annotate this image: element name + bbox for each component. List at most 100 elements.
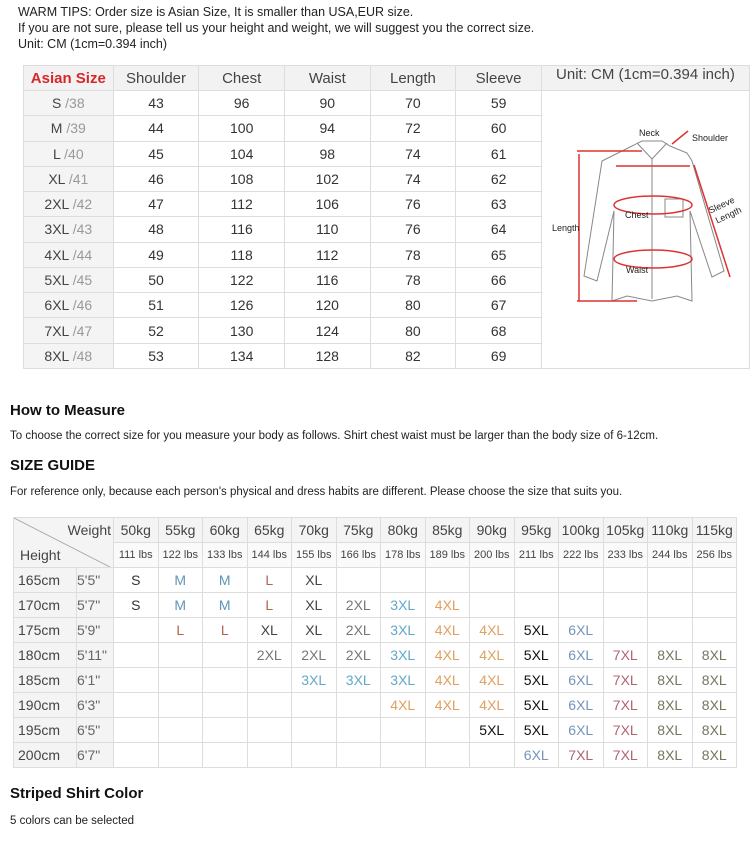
size-recommendation-cell: 3XL xyxy=(380,617,426,643)
measurement-cell: 128 xyxy=(284,342,371,370)
size-cell: 2XL /42 xyxy=(23,191,114,218)
size-recommendation-cell: M xyxy=(202,592,248,618)
eu-size: /39 xyxy=(66,120,86,137)
unit-label: Unit: CM (1cm=0.394 inch) xyxy=(540,65,750,91)
measurement-cell: 43 xyxy=(112,89,200,117)
measurement-cell: 64 xyxy=(455,216,542,243)
size-recommendation-cell: 4XL xyxy=(424,692,470,718)
size-recommendation-cell: 7XL xyxy=(558,742,604,768)
measurement-cell: 112 xyxy=(284,241,371,268)
weight-lbs-header: 189 lbs xyxy=(424,542,470,568)
table-row: 3XL /43 48 116 110 76 64 xyxy=(23,216,750,243)
eu-size: /45 xyxy=(72,271,93,288)
height-cm: 180cm xyxy=(13,642,77,668)
weight-kg-header: 75kg xyxy=(335,517,381,543)
size-recommendation-cell xyxy=(335,742,381,768)
size-guide-title: SIZE GUIDE xyxy=(10,457,96,474)
size-recommendation-cell: XL xyxy=(291,567,337,593)
table-row: 170cm 5'7" S M M L XL 2XL 3XL 4XL xyxy=(13,592,737,618)
measurement-cell: 72 xyxy=(369,115,457,142)
size-recommendation-cell: XL xyxy=(291,592,337,618)
measurement-cell: 53 xyxy=(112,342,200,370)
shoulder-label: Shoulder xyxy=(692,133,728,143)
table-row: 180cm 5'11" 2XL 2XL 2XL 3XL 4XL 4XL 5XL 6XL 7XL 8XL… xyxy=(13,642,737,668)
size-recommendation-cell xyxy=(202,692,248,718)
weight-lbs-header: 200 lbs xyxy=(469,542,515,568)
column-header: Sleeve xyxy=(455,65,542,91)
measurement-cell: 106 xyxy=(284,191,371,218)
measurement-cell: 104 xyxy=(198,140,285,167)
column-header: Waist xyxy=(284,65,371,91)
size-recommendation-cell xyxy=(647,567,693,593)
tip-line: Unit: CM (1cm=0.394 inch) xyxy=(18,37,168,51)
size-cell: M /39 xyxy=(23,115,114,142)
size-recommendation-cell: 4XL xyxy=(424,642,470,668)
height-cm: 195cm xyxy=(13,717,77,743)
length-label: Length xyxy=(552,223,580,233)
size-recommendation-cell: 2XL xyxy=(246,642,292,668)
weight-lbs-header: 111 lbs xyxy=(113,542,159,568)
size-chart-table: Asian Size Shoulder Chest Waist Length Sleeve… xyxy=(23,65,750,370)
measurement-cell: 124 xyxy=(284,317,371,344)
size-recommendation-cell: 2XL xyxy=(291,642,337,668)
size-recommendation-cell: 3XL xyxy=(380,592,426,618)
weight-lbs-header: 211 lbs xyxy=(513,542,559,568)
measurement-cell: 78 xyxy=(369,241,457,268)
height-ft: 5'7" xyxy=(76,592,114,618)
asian-size: L xyxy=(52,145,65,162)
size-recommendation-cell: 8XL xyxy=(691,642,737,668)
weight-label: Weight xyxy=(67,522,111,538)
size-recommendation-cell xyxy=(246,667,292,693)
measurement-cell: 68 xyxy=(455,317,542,344)
size-recommendation-cell: S xyxy=(113,592,159,618)
measurement-cell: 51 xyxy=(112,292,200,319)
size-recommendation-cell xyxy=(157,742,203,768)
size-recommendation-cell: 8XL xyxy=(647,667,693,693)
size-recommendation-cell xyxy=(558,567,604,593)
measurement-cell: 120 xyxy=(284,292,371,319)
size-chart-header-row: Asian Size Shoulder Chest Waist Length Sleeve… xyxy=(23,65,750,91)
weight-lbs-header: 144 lbs xyxy=(246,542,292,568)
height-ft: 6'5" xyxy=(76,717,114,743)
eu-size: /40 xyxy=(64,145,84,162)
size-recommendation-cell xyxy=(113,692,159,718)
size-recommendation-cell: S xyxy=(113,567,159,593)
size-cell: XL /41 xyxy=(23,165,114,193)
eu-size: /44 xyxy=(72,246,93,263)
size-recommendation-cell: 3XL xyxy=(380,642,426,668)
size-recommendation-cell: L xyxy=(157,617,203,643)
size-recommendation-cell: 5XL xyxy=(469,717,515,743)
waist-label: Waist xyxy=(626,265,649,275)
size-recommendation-cell: 3XL xyxy=(335,667,381,693)
height-cm: 200cm xyxy=(13,742,77,768)
size-recommendation-cell xyxy=(113,742,159,768)
measurement-cell: 82 xyxy=(369,342,457,370)
size-recommendation-cell: 4XL xyxy=(380,692,426,718)
size-cell: 5XL /45 xyxy=(23,266,114,294)
size-recommendation-cell: 5XL xyxy=(513,717,559,743)
table-row: 195cm 6'5" 5XL 5XL 6XL 7XL 8XL 8XL xyxy=(13,717,737,743)
measurement-cell: 63 xyxy=(455,191,542,218)
size-recommendation-cell: 8XL xyxy=(647,642,693,668)
measurement-cell: 61 xyxy=(455,140,542,167)
measurement-cell: 102 xyxy=(284,165,371,193)
weight-lbs-row: 111 lbs 122 lbs 133 lbs 144 lbs 155 lbs 166 l… xyxy=(14,542,737,568)
measurement-cell: 49 xyxy=(112,241,200,268)
size-recommendation-cell: 8XL xyxy=(647,692,693,718)
how-to-measure-text: To choose the correct size for you measu… xyxy=(10,430,659,442)
weight-kg-header: 80kg xyxy=(380,517,426,543)
height-label: Height xyxy=(20,547,61,563)
size-recommendation-cell: M xyxy=(157,567,203,593)
measurement-cell: 100 xyxy=(198,115,285,142)
striped-shirt-color-title: Striped Shirt Color xyxy=(10,785,144,802)
measurement-cell: 67 xyxy=(455,292,542,319)
asian-size: M xyxy=(50,120,67,137)
eu-size: /48 xyxy=(72,347,93,364)
size-recommendation-cell: 2XL xyxy=(335,592,381,618)
measurement-cell: 47 xyxy=(112,191,200,218)
asian-size: 4XL xyxy=(44,246,73,263)
size-recommendation-cell xyxy=(691,592,737,618)
measurement-cell: 78 xyxy=(369,266,457,294)
neck-label: Neck xyxy=(639,128,660,138)
